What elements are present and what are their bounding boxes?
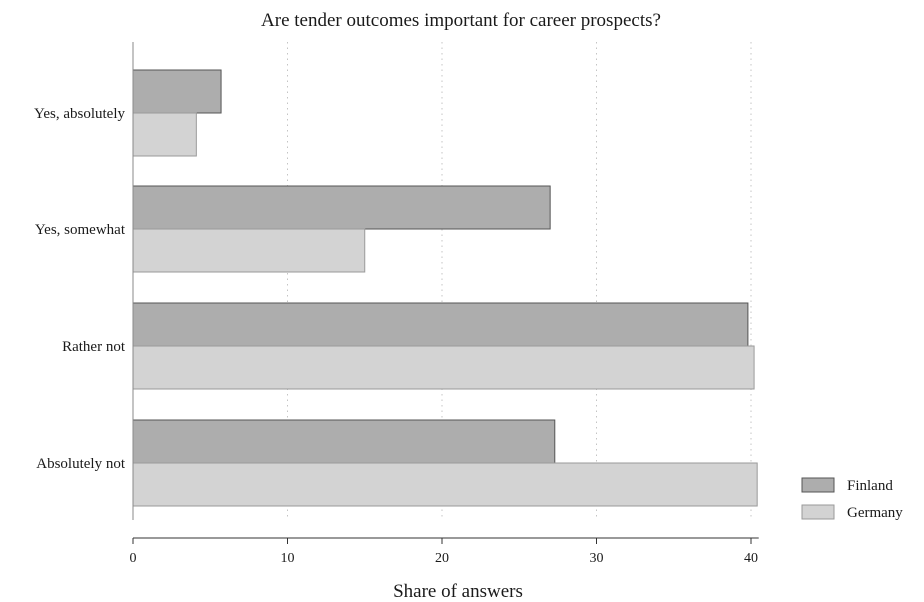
legend-label-finland: Finland [847, 478, 893, 494]
bar-germany-1 [132, 228, 366, 273]
bar-finland-3 [132, 419, 556, 464]
legend: Finland Germany [801, 477, 903, 521]
x-tick-label-2: 20 [435, 551, 449, 566]
bar-finland-0 [132, 69, 222, 114]
x-tick-label-0: 0 [130, 551, 137, 566]
category-label-3: Absolutely not [36, 456, 126, 472]
category-labels: Yes, absolutely Yes, somewhat Rather not Ab… [34, 106, 126, 472]
x-tick-label-3: 30 [590, 551, 604, 566]
bar-finland-2 [132, 302, 749, 347]
bar-germany-3 [132, 462, 758, 507]
bars [132, 69, 758, 507]
bar-germany-2 [132, 345, 755, 390]
x-tick-label-4: 40 [744, 551, 758, 566]
bar-germany-0 [132, 112, 197, 157]
x-axis-title: Share of answers [393, 581, 523, 602]
x-axis: 0 10 20 30 40 [130, 42, 759, 566]
legend-label-germany: Germany [847, 505, 903, 521]
chart-title: Are tender outcomes important for career… [261, 10, 661, 31]
bar-finland-1 [132, 185, 551, 230]
category-label-0: Yes, absolutely [34, 106, 125, 122]
legend-swatch-germany [801, 504, 835, 520]
category-label-2: Rather not [62, 339, 126, 355]
legend-swatch-finland [801, 477, 835, 493]
category-label-1: Yes, somewhat [35, 222, 126, 238]
x-tick-label-1: 10 [281, 551, 295, 566]
